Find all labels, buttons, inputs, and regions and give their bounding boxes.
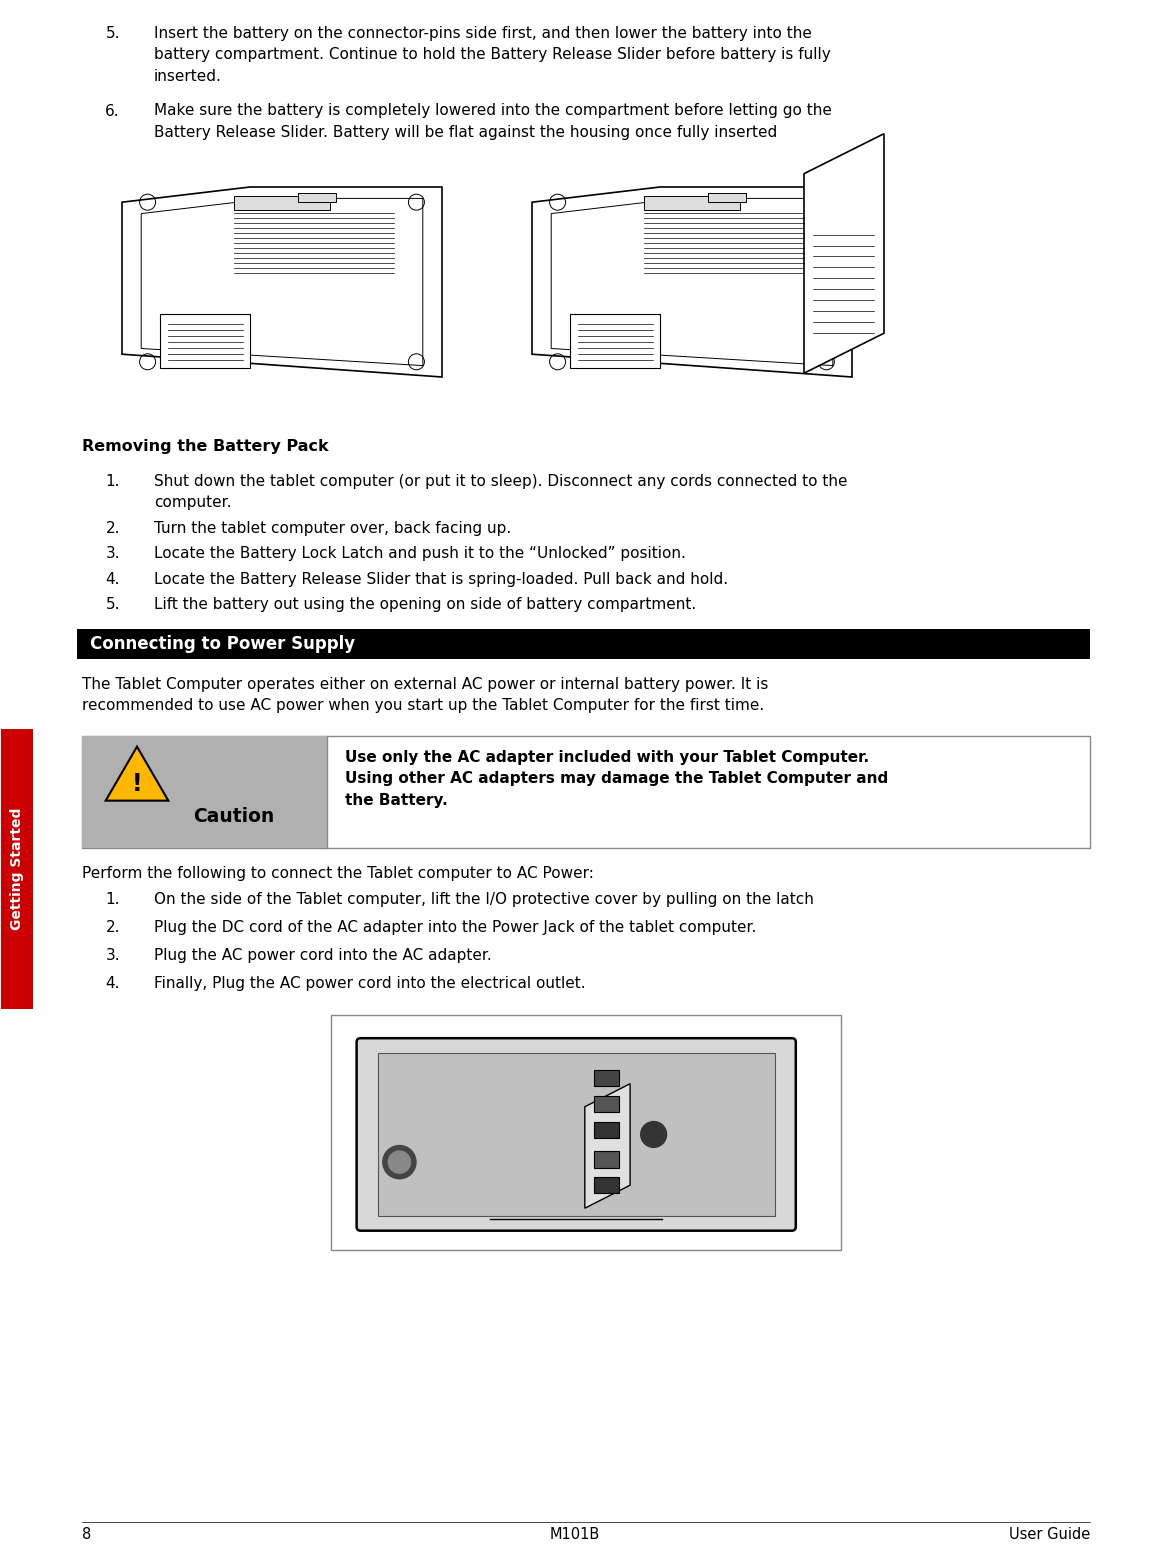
Text: 2.: 2.	[106, 521, 119, 536]
Text: 5.: 5.	[106, 597, 119, 612]
Bar	[594, 1176, 619, 1193]
Text: Insert the battery on the connector-pins side first, and then lower the battery : Insert the battery on the connector-pins…	[154, 27, 812, 41]
Polygon shape	[804, 133, 884, 374]
Bar	[234, 197, 330, 210]
Text: Plug the DC cord of the AC adapter into the Power Jack of the tablet computer.: Plug the DC cord of the AC adapter into …	[154, 920, 756, 935]
Bar	[331, 1015, 841, 1250]
Text: Removing the Battery Pack: Removing the Battery Pack	[82, 439, 329, 455]
Text: 3.: 3.	[106, 948, 119, 963]
Text: the Battery.: the Battery.	[345, 793, 448, 807]
Text: 2.: 2.	[106, 920, 119, 935]
Bar	[594, 1096, 619, 1112]
FancyBboxPatch shape	[378, 1053, 774, 1215]
Circle shape	[383, 1145, 416, 1179]
Text: !: !	[132, 773, 142, 796]
Text: Turn the tablet computer over, back facing up.: Turn the tablet computer over, back faci…	[154, 521, 511, 536]
Text: The Tablet Computer operates either on external AC power or internal battery pow: The Tablet Computer operates either on e…	[82, 677, 769, 691]
Text: 5.: 5.	[106, 27, 119, 41]
Text: Getting Started: Getting Started	[10, 809, 24, 931]
Bar	[298, 192, 337, 202]
Text: Lift the battery out using the opening on side of battery compartment.: Lift the battery out using the opening o…	[154, 597, 696, 612]
Text: Plug the AC power cord into the AC adapter.: Plug the AC power cord into the AC adapt…	[154, 948, 492, 963]
Polygon shape	[585, 1084, 630, 1209]
Text: recommended to use AC power when you start up the Tablet Computer for the first : recommended to use AC power when you sta…	[82, 699, 764, 713]
Text: Make sure the battery is completely lowered into the compartment before letting : Make sure the battery is completely lowe…	[154, 103, 832, 119]
Text: Shut down the tablet computer (or put it to sleep). Disconnect any cords connect: Shut down the tablet computer (or put it…	[154, 474, 848, 490]
Text: Caution: Caution	[193, 807, 275, 826]
Bar	[594, 1151, 619, 1168]
Text: 4.: 4.	[106, 976, 119, 992]
FancyBboxPatch shape	[356, 1038, 796, 1231]
Text: 3.: 3.	[106, 546, 119, 561]
Text: 1.: 1.	[106, 893, 119, 907]
Text: 6.: 6.	[106, 103, 119, 119]
Bar	[82, 735, 1090, 848]
Text: On the side of the Tablet computer, lift the I/O protective cover by pulling on : On the side of the Tablet computer, lift…	[154, 893, 813, 907]
Text: Use only the AC adapter included with your Tablet Computer.: Use only the AC adapter included with yo…	[345, 749, 869, 765]
Text: Connecting to Power Supply: Connecting to Power Supply	[90, 635, 355, 654]
Bar	[708, 192, 747, 202]
Circle shape	[641, 1121, 666, 1148]
Bar	[77, 629, 1090, 658]
Polygon shape	[122, 188, 442, 377]
Text: 4.: 4.	[106, 572, 119, 586]
Bar	[643, 197, 740, 210]
Text: Locate the Battery Lock Latch and push it to the “Unlocked” position.: Locate the Battery Lock Latch and push i…	[154, 546, 686, 561]
Bar	[570, 314, 660, 368]
Bar	[82, 735, 327, 848]
Text: computer.: computer.	[154, 496, 231, 510]
Text: Perform the following to connect the Tablet computer to AC Power:: Perform the following to connect the Tab…	[82, 865, 594, 881]
Text: inserted.: inserted.	[154, 69, 222, 84]
Text: M101B: M101B	[549, 1526, 600, 1542]
Text: 8: 8	[82, 1526, 91, 1542]
Circle shape	[388, 1151, 410, 1173]
Text: 1.: 1.	[106, 474, 119, 490]
Bar	[594, 1121, 619, 1139]
Text: Battery Release Slider. Battery will be flat against the housing once fully inse: Battery Release Slider. Battery will be …	[154, 125, 777, 141]
Polygon shape	[532, 188, 853, 377]
Bar	[594, 1070, 619, 1087]
Text: Locate the Battery Release Slider that is spring-loaded. Pull back and hold.: Locate the Battery Release Slider that i…	[154, 572, 728, 586]
Bar	[1, 729, 33, 1009]
Polygon shape	[106, 746, 168, 801]
Text: Finally, Plug the AC power cord into the electrical outlet.: Finally, Plug the AC power cord into the…	[154, 976, 586, 992]
Bar	[161, 314, 250, 368]
Text: Using other AC adapters may damage the Tablet Computer and: Using other AC adapters may damage the T…	[345, 771, 888, 787]
Text: battery compartment. Continue to hold the Battery Release Slider before battery : battery compartment. Continue to hold th…	[154, 47, 831, 63]
Text: User Guide: User Guide	[1009, 1526, 1090, 1542]
